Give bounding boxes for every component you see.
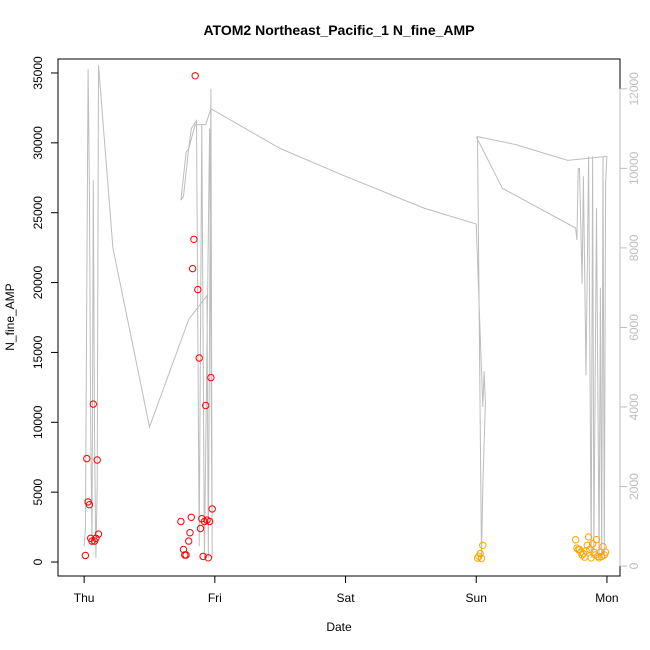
data-point-0-15 bbox=[185, 537, 193, 545]
data-point-1-13 bbox=[582, 547, 590, 555]
data-point-0-29 bbox=[204, 554, 213, 562]
data-point-0-17 bbox=[187, 513, 196, 521]
y-tick-label-4: 20000 bbox=[31, 266, 45, 300]
data-point-0-23 bbox=[196, 524, 205, 533]
data-point-0-1 bbox=[83, 454, 91, 463]
y-tick-label-1: 5000 bbox=[31, 478, 45, 505]
data-point-0-14 bbox=[182, 551, 190, 559]
y2-tick-label-1: 2000 bbox=[627, 473, 641, 500]
x-axis-label: Date bbox=[326, 620, 352, 634]
series-layer bbox=[81, 64, 610, 563]
data-point-1-28 bbox=[601, 548, 610, 556]
chart-title: ATOM2 Northeast_Pacific_1 N_fine_AMP bbox=[203, 22, 474, 38]
y-axis-label: N_fine_AMP bbox=[3, 283, 17, 350]
y-tick-label-0: 0 bbox=[31, 558, 45, 565]
y2-tick-label-4: 8000 bbox=[627, 234, 641, 261]
data-point-0-11 bbox=[177, 517, 185, 526]
data-point-0-0 bbox=[81, 551, 90, 560]
y2-tick-label-6: 12000 bbox=[627, 72, 641, 106]
data-point-0-27 bbox=[202, 401, 210, 410]
y2-tick-label-3: 6000 bbox=[627, 314, 641, 341]
plot-frame bbox=[57, 58, 621, 577]
y-tick-label-5: 25000 bbox=[31, 196, 45, 230]
data-point-1-3 bbox=[477, 554, 486, 563]
data-point-0-25 bbox=[199, 552, 207, 561]
y2-tick-label-2: 4000 bbox=[627, 393, 641, 420]
y-tick-label-7: 35000 bbox=[31, 56, 45, 90]
data-point-0-3 bbox=[85, 501, 94, 509]
x-tick-label-0: Thu bbox=[74, 591, 95, 605]
x-axis: Thu Fri Sat Sun Mon bbox=[74, 575, 619, 605]
data-point-0-20 bbox=[191, 72, 199, 80]
data-point-1-4 bbox=[479, 541, 487, 549]
x-tick-label-1: Fri bbox=[208, 591, 222, 605]
data-point-1-5 bbox=[571, 536, 580, 544]
data-point-1-18 bbox=[588, 540, 597, 548]
data-point-0-19 bbox=[190, 235, 198, 244]
data-point-0-30 bbox=[205, 517, 214, 526]
data-point-0-9 bbox=[93, 456, 101, 464]
data-point-1-21 bbox=[592, 536, 601, 544]
x-tick-label-2: Sat bbox=[337, 591, 356, 605]
data-point-0-21 bbox=[194, 285, 202, 294]
data-point-1-2 bbox=[476, 549, 484, 558]
data-point-0-10 bbox=[94, 530, 103, 538]
y-axis-right: 0 2000 4000 6000 8000 10000 12000 bbox=[619, 72, 641, 569]
data-point-0-16 bbox=[186, 529, 194, 537]
y2-tick-label-5: 10000 bbox=[627, 151, 641, 185]
data-point-0-32 bbox=[208, 505, 216, 513]
y-tick-label-6: 30000 bbox=[31, 126, 45, 160]
data-point-0-6 bbox=[89, 400, 98, 408]
series-line-2 bbox=[83, 64, 608, 559]
data-point-0-22 bbox=[195, 354, 203, 362]
y-tick-label-2: 10000 bbox=[31, 405, 45, 439]
y2-tick-label-0: 0 bbox=[627, 562, 641, 569]
x-tick-label-3: Sun bbox=[466, 591, 487, 605]
data-point-0-31 bbox=[207, 373, 215, 382]
x-tick-label-4: Mon bbox=[595, 591, 618, 605]
y-axis-left: 0 5000 10000 15000 20000 25000 30000 35000 bbox=[31, 56, 59, 565]
data-point-1-15 bbox=[584, 533, 593, 541]
data-point-0-18 bbox=[188, 264, 197, 273]
y-tick-label-3: 15000 bbox=[31, 335, 45, 369]
